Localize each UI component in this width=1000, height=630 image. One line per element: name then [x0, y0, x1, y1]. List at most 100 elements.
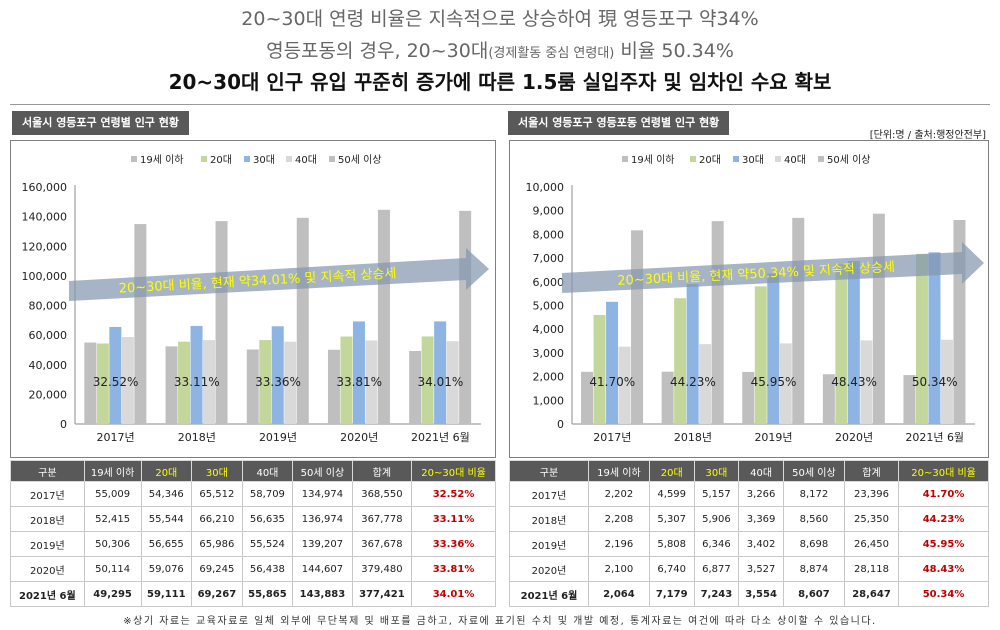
left-chart-svg: 19세 이하 20대 30대 40대 50세 이상 0 20,000 40,000 60,000…	[22, 153, 489, 444]
table-cell: 49,295	[83, 581, 142, 607]
table-cell: 69,267	[191, 581, 243, 607]
table-row: 2017년 2,202 4,599 5,157 3,266 8,172 23,396 41.7…	[509, 481, 989, 507]
table-cell: 2,208	[587, 506, 650, 532]
ratio-data-label: 33.36%	[255, 375, 301, 389]
table-cell: 8,607	[782, 581, 845, 607]
table-cell: 5,906	[693, 506, 740, 532]
legend-label-20: 20대	[699, 154, 721, 166]
bar-50-2	[296, 217, 309, 424]
table-row: 2019년 2,196 5,808 6,346 3,402 8,698 26,450 45.9…	[509, 531, 989, 557]
legend-swatch-50	[329, 156, 335, 162]
legend-swatch-40	[286, 156, 292, 162]
legend-label-40: 40대	[784, 154, 806, 166]
table-header-cell: 20~30대 비율	[898, 460, 989, 482]
ratio-data-label: 41.70%	[589, 375, 635, 389]
table-cell: 56,635	[241, 506, 294, 532]
ratio-data-label: 34.01%	[418, 375, 464, 389]
table-cell: 2019년	[509, 531, 589, 557]
table-cell: 2,100	[587, 556, 650, 582]
right-data-table: 구분 19세 이하 20대 30대 40대 50세 이상 합계 20~30대 비율 2017년 2…	[509, 460, 989, 607]
ratio-data-label: 50.34%	[912, 375, 958, 389]
bar-20-3	[340, 336, 353, 424]
right-chart: 19세 이하 20대 30대 40대 50세 이상 0 1,000 2,000 3,000 4,0…	[509, 140, 989, 458]
table-cell: 8,560	[782, 506, 845, 532]
table-cell: 50,306	[83, 531, 142, 557]
table-header-cell: 50세 이상	[292, 460, 353, 482]
ratio-data-label: 45.95%	[751, 375, 797, 389]
table-cell: 2,202	[587, 481, 650, 507]
y-tick-label: 160,000	[22, 181, 68, 194]
table-cell: 2,196	[587, 531, 650, 557]
table-cell: 8,698	[782, 531, 845, 557]
table-header-cell: 합계	[843, 460, 900, 482]
legend-label-19: 19세 이하	[631, 153, 675, 166]
bar-19-3	[327, 349, 340, 424]
table-cell: 3,402	[738, 531, 784, 557]
table-cell: 367,778	[351, 506, 413, 532]
y-tick-label: 10,000	[526, 181, 565, 194]
table-cell: 2017년	[509, 481, 589, 507]
right-panel-title: 서울시 영등포구 영등포동 연령별 인구 현황	[508, 111, 730, 135]
table-cell: 69,245	[191, 556, 243, 582]
y-tick-label: 6,000	[533, 276, 565, 289]
table-cell: 7,179	[648, 581, 695, 607]
table-cell: 59,076	[140, 556, 193, 582]
y-tick-label: 2,000	[533, 371, 565, 384]
y-tick-label: 4,000	[533, 323, 565, 336]
table-cell: 2020년	[509, 556, 589, 582]
legend-swatch-50	[818, 156, 824, 162]
table-row: 2021년 6월 2,064 7,179 7,243 3,554 8,607 28,647 5…	[509, 581, 989, 607]
table-header-row: 구분 19세 이하 20대 30대 40대 50세 이상 합계 20~30대 비율	[509, 460, 989, 482]
table-cell: 2019년	[10, 531, 85, 557]
y-tick-label: 140,000	[22, 211, 68, 224]
table-cell: 55,544	[140, 506, 193, 532]
bar-30-4	[928, 252, 941, 424]
bar-40-4	[940, 339, 953, 424]
table-cell: 379,480	[351, 556, 413, 582]
headline-line-2: 영등포동의 경우, 20~30대(경제활동 중심 연령대) 비율 50.34%	[0, 36, 1000, 63]
table-cell: 144,607	[292, 556, 353, 582]
left-panel-title: 서울시 영등포구 연령별 인구 현황	[12, 111, 189, 135]
y-tick-label: 0	[60, 418, 67, 431]
table-header-cell: 20~30대 비율	[411, 460, 496, 482]
bar-50-1	[215, 221, 228, 424]
headline-line-2-main: 영등포동의 경우, 20~30대	[266, 40, 489, 62]
table-cell: 143,883	[292, 581, 353, 607]
bar-50-0	[631, 230, 644, 424]
bar-50-4	[459, 210, 472, 424]
table-row: 2021년 6월 49,295 59,111 69,267 55,865 143,883 3…	[10, 581, 496, 607]
table-cell: 58,709	[241, 481, 294, 507]
y-tick-label: 8,000	[533, 228, 565, 241]
x-category-label: 2018년	[674, 431, 712, 444]
bar-30-2	[767, 273, 780, 424]
table-cell: 50,114	[83, 556, 142, 582]
x-category-label: 2020년	[835, 431, 873, 444]
y-tick-label: 3,000	[533, 347, 565, 360]
table-cell: 7,243	[693, 581, 740, 607]
bar-19-4	[903, 375, 916, 424]
bar-19-1	[661, 371, 674, 424]
bar-40-3	[860, 340, 873, 424]
bar-40-0	[121, 337, 134, 424]
table-row: 2018년 2,208 5,307 5,906 3,369 8,560 25,350 44.2…	[509, 506, 989, 532]
table-header-cell: 50세 이상	[782, 460, 845, 482]
table-cell: 28,647	[843, 581, 900, 607]
table-cell: 44.23%	[898, 506, 989, 532]
table-cell: 3,527	[738, 556, 784, 582]
table-cell: 139,207	[292, 531, 353, 557]
bar-30-3	[352, 321, 365, 424]
legend-swatch-20	[690, 156, 696, 162]
bar-20-0	[96, 343, 109, 424]
bar-19-2	[742, 371, 755, 424]
left-data-table: 구분 19세 이하 20대 30대 40대 50세 이상 합계 20~30대 비율 2017년 5…	[10, 460, 496, 607]
table-cell: 66,210	[191, 506, 243, 532]
bar-50-1	[711, 221, 724, 424]
bar-50-3	[872, 213, 885, 424]
bar-30-1	[686, 284, 699, 424]
table-row: 2020년 2,100 6,740 6,877 3,527 8,874 28,118 48.4…	[509, 556, 989, 582]
table-cell: 2021년 6월	[509, 581, 589, 607]
legend-label-50: 50세 이상	[338, 154, 382, 166]
bar-40-0	[618, 346, 631, 424]
bar-50-3	[377, 209, 390, 424]
table-cell: 33.11%	[411, 506, 496, 532]
